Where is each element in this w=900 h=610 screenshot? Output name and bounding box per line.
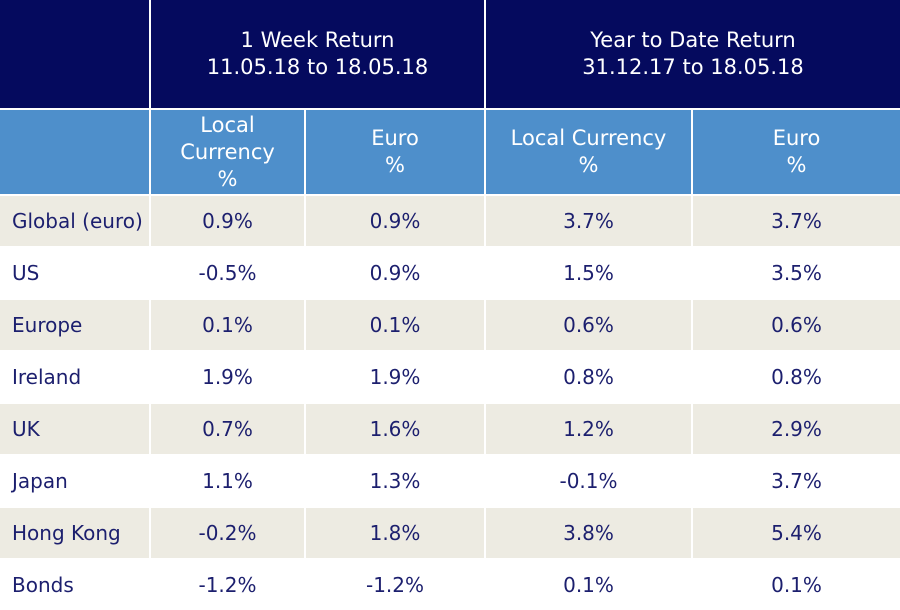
week-euro-value: -1.2% <box>304 559 485 610</box>
ytd-return-title: Year to Date Return <box>590 28 796 52</box>
week-euro-line-1: Euro <box>371 126 419 150</box>
week-local-line-1: Local <box>200 112 255 137</box>
week-local-line-3: % <box>217 166 238 191</box>
row-label: Bonds <box>0 559 150 610</box>
week-return-dates: 11.05.18 to 18.05.18 <box>206 55 429 79</box>
week-euro-value: 1.8% <box>304 507 485 559</box>
table-row: US -0.5% 0.9% 1.5% 3.5% <box>0 247 900 299</box>
row-label: Japan <box>0 455 150 507</box>
week-local-value: -0.2% <box>149 507 305 559</box>
week-local-value: -0.5% <box>149 247 305 299</box>
ytd-local-header: Local Currency % <box>484 109 692 195</box>
ytd-local-value: 0.6% <box>484 299 692 351</box>
ytd-local-value: 3.7% <box>484 195 692 247</box>
week-local-value: 1.1% <box>149 455 305 507</box>
ytd-euro-value: 2.9% <box>691 403 900 455</box>
ytd-euro-line-1: Euro <box>772 126 821 150</box>
row-label: Ireland <box>0 351 150 403</box>
week-euro-header: Euro % <box>304 109 485 195</box>
sub-header-row: Local Currency % Euro % Local Currency %… <box>0 109 900 195</box>
ytd-local-value: 0.1% <box>484 559 692 610</box>
row-label: Europe <box>0 299 150 351</box>
week-euro-value: 0.9% <box>304 247 485 299</box>
ytd-euro-line-2: % <box>786 153 807 177</box>
week-local-value: 0.7% <box>149 403 305 455</box>
ytd-return-header: Year to Date Return 31.12.17 to 18.05.18 <box>484 0 900 110</box>
ytd-local-line-1: Local Currency <box>510 126 667 150</box>
week-local-value: 1.9% <box>149 351 305 403</box>
sub-header-corner <box>0 109 150 195</box>
table-body: Global (euro) 0.9% 0.9% 3.7% 3.7% US -0.… <box>0 195 900 610</box>
week-local-value: 0.1% <box>149 299 305 351</box>
ytd-return-dates: 31.12.17 to 18.05.18 <box>582 55 804 79</box>
ytd-euro-value: 3.5% <box>691 247 900 299</box>
ytd-local-value: 1.2% <box>484 403 692 455</box>
ytd-local-value: 3.8% <box>484 507 692 559</box>
table-row: Global (euro) 0.9% 0.9% 3.7% 3.7% <box>0 195 900 247</box>
week-euro-value: 1.6% <box>304 403 485 455</box>
week-local-value: 0.9% <box>149 195 305 247</box>
ytd-euro-value: 0.8% <box>691 351 900 403</box>
group-header-row: 1 Week Return 11.05.18 to 18.05.18 Year … <box>0 0 900 110</box>
ytd-local-value: 1.5% <box>484 247 692 299</box>
table-row: Japan 1.1% 1.3% -0.1% 3.7% <box>0 455 900 507</box>
ytd-euro-header: Euro % <box>691 109 900 195</box>
week-local-value: -1.2% <box>149 559 305 610</box>
week-return-header: 1 Week Return 11.05.18 to 18.05.18 <box>149 0 485 110</box>
ytd-local-value: -0.1% <box>484 455 692 507</box>
table-row: Hong Kong -0.2% 1.8% 3.8% 5.4% <box>0 507 900 559</box>
ytd-euro-value: 3.7% <box>691 455 900 507</box>
ytd-euro-value: 0.6% <box>691 299 900 351</box>
week-euro-value: 1.9% <box>304 351 485 403</box>
row-label: Global (euro) <box>0 195 150 247</box>
table-row: Bonds -1.2% -1.2% 0.1% 0.1% <box>0 559 900 610</box>
week-euro-value: 1.3% <box>304 455 485 507</box>
table-header: 1 Week Return 11.05.18 to 18.05.18 Year … <box>0 0 900 195</box>
table-row: UK 0.7% 1.6% 1.2% 2.9% <box>0 403 900 455</box>
ytd-euro-value: 5.4% <box>691 507 900 559</box>
ytd-local-line-2: % <box>578 153 599 177</box>
row-label: Hong Kong <box>0 507 150 559</box>
table-row: Ireland 1.9% 1.9% 0.8% 0.8% <box>0 351 900 403</box>
row-label: US <box>0 247 150 299</box>
table-row: Europe 0.1% 0.1% 0.6% 0.6% <box>0 299 900 351</box>
corner-cell <box>0 0 150 110</box>
week-local-header: Local Currency % <box>149 109 305 195</box>
week-euro-value: 0.1% <box>304 299 485 351</box>
week-local-line-2: Currency <box>180 139 275 164</box>
ytd-euro-value: 3.7% <box>691 195 900 247</box>
week-euro-value: 0.9% <box>304 195 485 247</box>
week-return-title: 1 Week Return <box>240 28 395 52</box>
row-label: UK <box>0 403 150 455</box>
ytd-euro-value: 0.1% <box>691 559 900 610</box>
ytd-local-value: 0.8% <box>484 351 692 403</box>
week-euro-line-2: % <box>385 153 405 177</box>
